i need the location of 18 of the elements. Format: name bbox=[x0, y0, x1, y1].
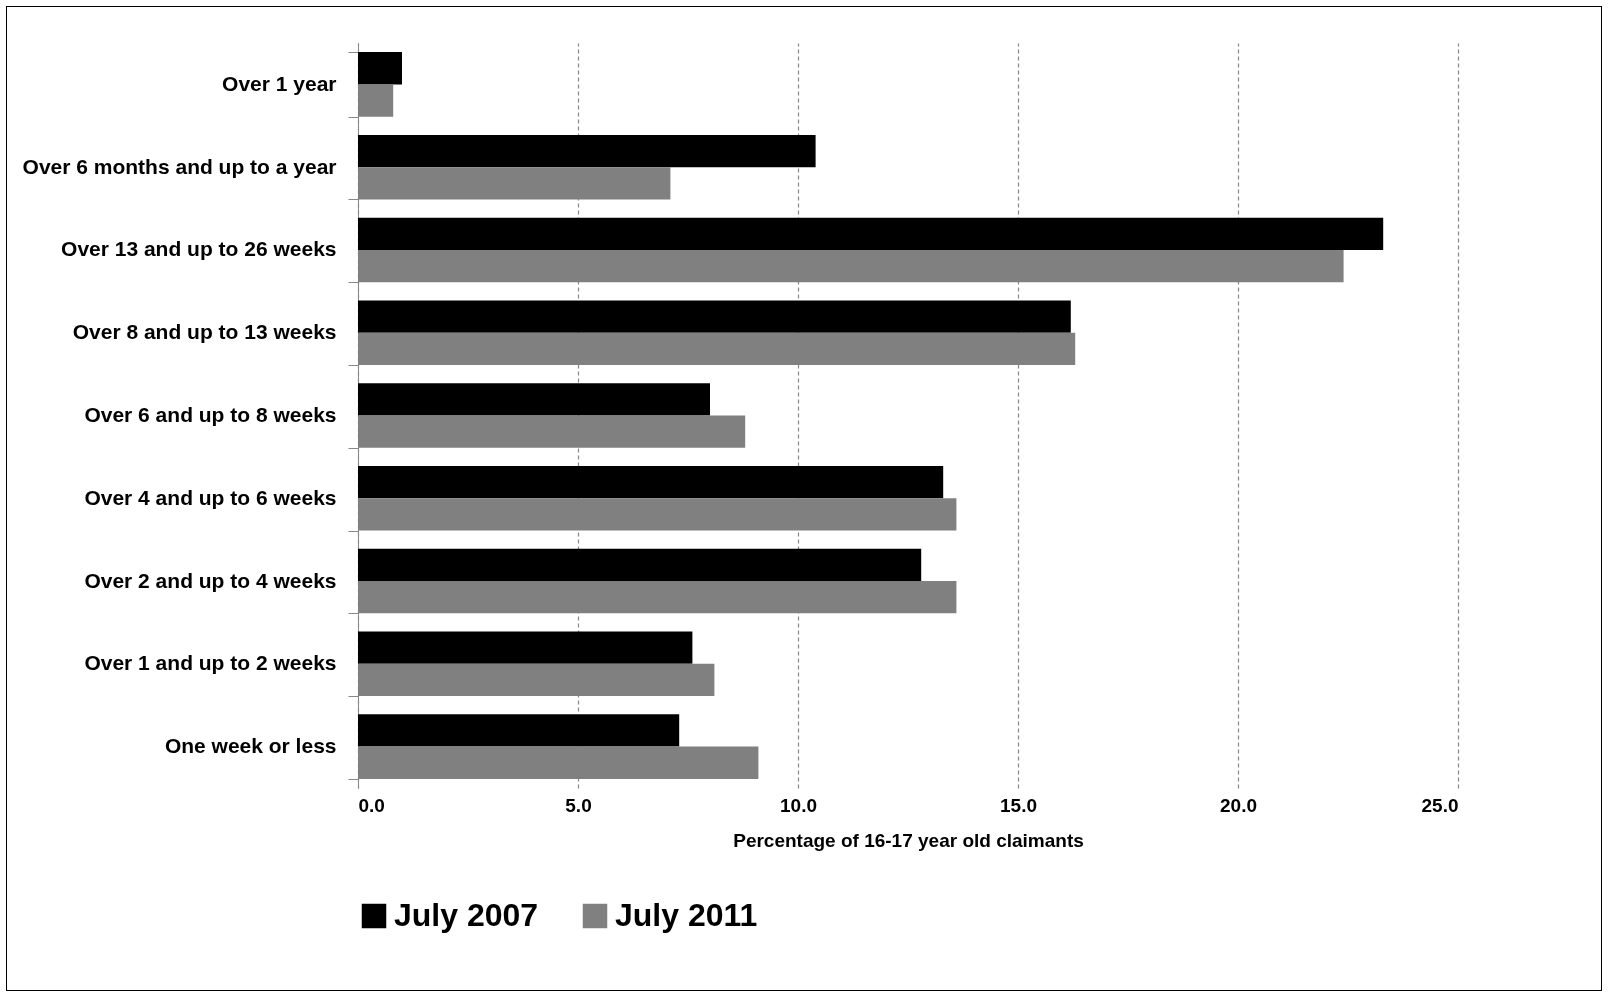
x-tick-label: 15.0 bbox=[1000, 794, 1037, 816]
y-tick-label: Over 8 and up to 13 weeks bbox=[72, 320, 337, 344]
legend-label: July 2007 bbox=[394, 897, 539, 933]
legend-label: July 2011 bbox=[615, 897, 758, 933]
y-tick-label: Over 1 and up to 2 weeks bbox=[84, 651, 337, 675]
y-tick-label: Over 6 months and up to a year bbox=[22, 154, 337, 178]
x-tick-label: 5.0 bbox=[565, 794, 592, 816]
y-tick-label: Over 6 and up to 8 weeks bbox=[84, 403, 337, 426]
x-tick-label: 25.0 bbox=[1421, 794, 1459, 816]
y-tick-label: Over 13 and up to 26 weeks bbox=[61, 237, 337, 261]
x-tick-label: 0.0 bbox=[358, 794, 385, 816]
y-tick-label: Over 1 year bbox=[222, 71, 337, 95]
x-axis-title: Percentage of 16-17 year old claimants bbox=[733, 829, 1084, 851]
y-tick-label: One week or less bbox=[164, 734, 337, 758]
x-tick-label: 20.0 bbox=[1220, 794, 1257, 816]
y-tick-label: Over 2 and up to 4 weeks bbox=[84, 568, 337, 592]
x-tick-label: 10.0 bbox=[780, 794, 817, 816]
y-tick-label: Over 4 and up to 6 weeks bbox=[84, 485, 337, 509]
